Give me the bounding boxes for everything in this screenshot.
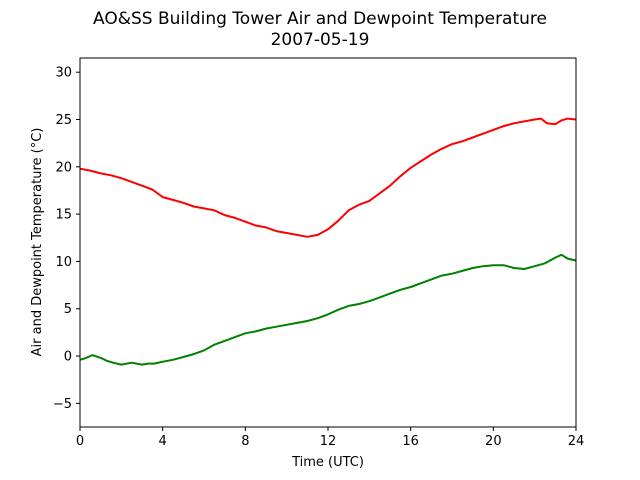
chart-subtitle: 2007-05-19	[271, 30, 370, 50]
y-tick-label: 25	[55, 113, 72, 128]
y-tick-label: 5	[64, 302, 72, 317]
x-tick-label: 20	[485, 434, 502, 449]
y-tick-label: 0	[64, 350, 72, 365]
x-tick-label: 8	[241, 434, 249, 449]
x-tick-label: 24	[568, 434, 585, 449]
series-layer	[79, 117, 577, 366]
x-axis-label: Time (UTC)	[291, 455, 364, 470]
y-axis-label: Air and Dewpoint Temperature (°C)	[30, 128, 45, 357]
y-tick-label: −5	[53, 397, 72, 412]
x-tick-label: 4	[159, 434, 167, 449]
y-tick-label: 10	[55, 255, 72, 270]
chart-title: AO&SS Building Tower Air and Dewpoint Te…	[93, 9, 547, 29]
air-temperature-line	[79, 117, 577, 238]
x-tick-label: 0	[76, 434, 84, 449]
x-tick-label: 12	[320, 434, 337, 449]
y-tick-label: 15	[55, 208, 72, 223]
y-tick-label: 20	[55, 160, 72, 175]
x-tick-label: 16	[402, 434, 419, 449]
y-axis: −5 0 5 10 15 20 25 30	[53, 66, 80, 412]
x-axis: 0 4 8 12 16 20 24	[76, 427, 584, 449]
y-tick-label: 30	[55, 66, 72, 81]
dewpoint-temperature-line	[79, 253, 577, 366]
plot-area	[80, 58, 576, 427]
